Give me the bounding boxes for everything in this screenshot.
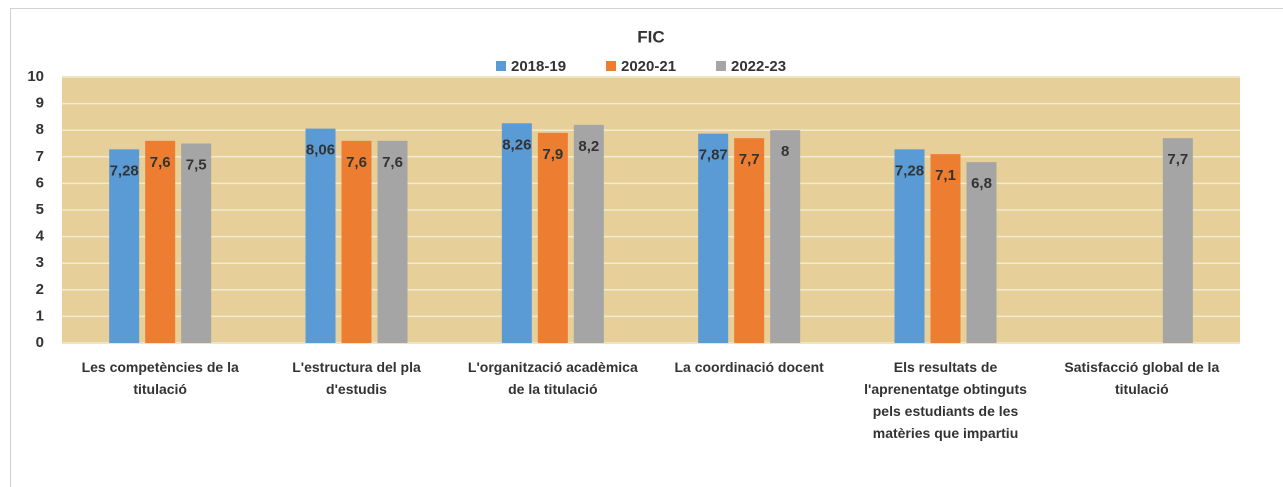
y-tick-label: 0 — [36, 334, 44, 351]
legend-swatch — [496, 61, 506, 71]
legend-swatch — [606, 61, 616, 71]
data-label: 6,8 — [971, 175, 992, 192]
data-label: 8 — [781, 143, 789, 160]
bar — [1162, 138, 1193, 343]
x-tick-label: Les competències de la titulació — [81, 359, 239, 397]
bar — [698, 133, 729, 343]
legend-label: 2020-21 — [621, 58, 676, 75]
bar — [770, 130, 801, 343]
data-label: 7,1 — [935, 167, 956, 184]
data-label: 7,7 — [1167, 151, 1188, 168]
bar — [573, 124, 604, 343]
chart-border — [10, 8, 1283, 487]
y-tick-label: 3 — [36, 254, 44, 271]
bar — [894, 149, 925, 343]
bar — [145, 140, 176, 343]
legend-label: 2018-19 — [511, 58, 566, 75]
bar — [734, 138, 765, 343]
bar — [377, 140, 408, 343]
data-label: 7,5 — [186, 156, 207, 173]
bar — [537, 132, 568, 343]
bar — [966, 162, 997, 343]
bar — [501, 123, 532, 343]
y-tick-label: 10 — [27, 68, 44, 85]
y-tick-label: 9 — [36, 95, 44, 112]
x-tick-label: Satisfacció global de la titulació — [1064, 359, 1220, 397]
y-tick-label: 6 — [36, 174, 44, 191]
data-label: 7,6 — [150, 154, 171, 171]
data-label: 7,28 — [110, 162, 139, 179]
x-tick-label: La coordinació docent — [674, 359, 824, 375]
bar — [930, 154, 961, 343]
legend-swatch — [716, 61, 726, 71]
chart-title: FIC — [637, 27, 664, 46]
y-tick-label: 2 — [36, 281, 44, 298]
data-label: 7,87 — [699, 147, 728, 164]
data-label: 8,06 — [306, 142, 335, 159]
y-tick-label: 8 — [36, 121, 44, 138]
data-label: 7,9 — [542, 146, 563, 163]
data-label: 7,28 — [895, 162, 924, 179]
y-tick-label: 1 — [36, 307, 44, 324]
y-tick-label: 5 — [36, 201, 44, 218]
x-tick-label: L'estructura del pla d'estudis — [292, 359, 421, 397]
data-label: 8,26 — [502, 136, 531, 153]
y-tick-label: 7 — [36, 148, 44, 165]
x-tick-label: L'organització acadèmica de la titulació — [467, 359, 638, 397]
bar — [305, 128, 336, 343]
bar — [181, 143, 212, 343]
x-tick-label: Els resultats de l'aprenentatge obtingut… — [864, 359, 1027, 441]
bar — [109, 149, 140, 343]
data-label: 7,7 — [739, 151, 760, 168]
y-tick-label: 4 — [36, 228, 45, 245]
legend-label: 2022-23 — [731, 58, 786, 75]
data-label: 7,6 — [382, 154, 403, 171]
data-label: 8,2 — [578, 138, 599, 155]
bar — [341, 140, 372, 343]
data-label: 7,6 — [346, 154, 367, 171]
